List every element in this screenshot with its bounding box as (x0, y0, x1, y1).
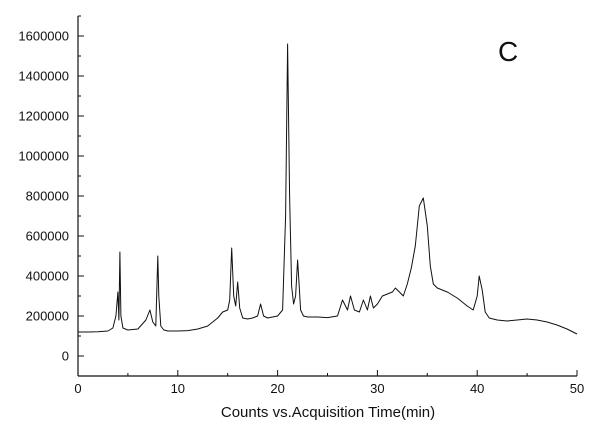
x-tick-label: 10 (171, 381, 185, 396)
x-tick-label: 30 (370, 381, 384, 396)
x-tick-label: 0 (74, 381, 81, 396)
y-tick-label: 800000 (26, 189, 69, 204)
y-tick-label: 600000 (26, 229, 69, 244)
y-tick-label: 200000 (26, 309, 69, 324)
y-tick-label: 0 (62, 349, 69, 364)
y-tick-label: 1200000 (18, 109, 69, 124)
x-tick-label: 40 (470, 381, 484, 396)
y-tick-label: 1600000 (18, 29, 69, 44)
y-tick-label: 400000 (26, 269, 69, 284)
plot-marks (78, 43, 578, 335)
y-tick-label: 1000000 (18, 149, 69, 164)
series-line-0 (78, 43, 578, 335)
x-tick-label: 20 (270, 381, 284, 396)
x-axis-title: Counts vs.Acquisition Time(min) (221, 404, 435, 421)
y-tick-label: 1400000 (18, 69, 69, 84)
panel-label: C (498, 36, 518, 67)
x-tick-label: 50 (570, 381, 584, 396)
axes: 0 200000 400000 600000 800000 1000000 1200000 1… (18, 15, 584, 396)
